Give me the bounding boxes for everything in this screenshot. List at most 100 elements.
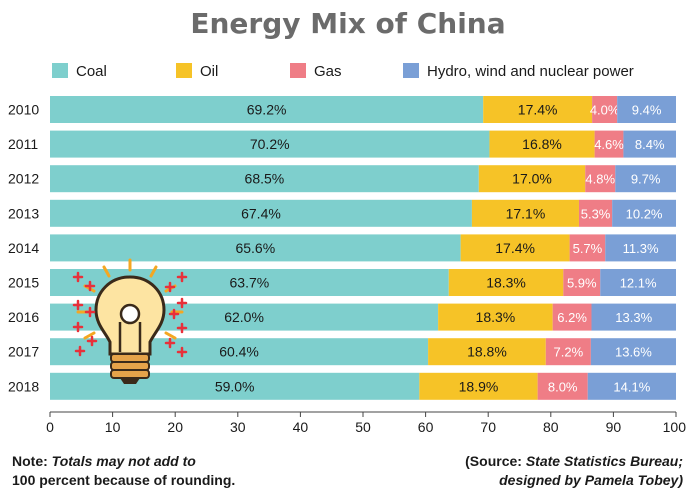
bar-coal-2014	[50, 234, 461, 262]
data-label-gas-2011: 4.6%	[594, 137, 624, 152]
x-tick-label-90: 90	[606, 419, 622, 435]
legend: Coal Oil Gas Hydro, wind and nuclear pow…	[52, 63, 634, 80]
bar-hydro-2015	[600, 269, 676, 296]
data-label-coal-2014: 65.6%	[235, 240, 275, 256]
data-label-oil-2011: 16.8%	[522, 136, 562, 152]
data-label-gas-2012: 4.8%	[585, 172, 615, 187]
legend-label-gas: Gas	[314, 63, 342, 80]
data-label-coal-2017: 60.4%	[219, 344, 259, 360]
bar-hydro-2010	[617, 96, 676, 123]
bar-gas-2015	[563, 269, 601, 296]
y-tick-label-2012: 2012	[8, 171, 39, 187]
bar-gas-2014	[569, 234, 606, 262]
data-label-hydro-2011: 8.4%	[635, 137, 665, 152]
data-label-hydro-2014: 11.3%	[623, 241, 659, 256]
data-label-coal-2010: 69.2%	[247, 102, 287, 118]
data-label-oil-2017: 18.8%	[467, 344, 507, 360]
bar-oil-2015	[448, 269, 564, 296]
bar-hydro-2016	[591, 303, 676, 331]
bar-hydro-2011	[623, 130, 676, 158]
bar-gas-2013	[578, 199, 613, 227]
bar-oil-2011	[489, 130, 595, 158]
data-label-hydro-2015: 12.1%	[620, 276, 657, 291]
bar-oil-2014	[460, 234, 570, 262]
bar-coal-2010	[50, 96, 484, 123]
bar-gas-2011	[594, 130, 624, 158]
legend-label-coal: Coal	[76, 63, 107, 80]
legend-label-hydro: Hydro, wind and nuclear power	[427, 63, 634, 80]
x-tick-label-0: 0	[46, 419, 54, 435]
legend-swatch-coal	[52, 63, 68, 78]
bar-gas-2018	[537, 372, 588, 400]
data-label-gas-2013: 5.3%	[581, 206, 611, 221]
data-label-hydro-2018: 14.1%	[613, 379, 650, 394]
data-label-oil-2014: 17.4%	[495, 240, 535, 256]
x-tick-label-40: 40	[293, 419, 309, 435]
data-label-oil-2016: 18.3%	[476, 309, 516, 325]
bars-group: 2010 69.2% 17.4% 4.0% 9.4% 2011 70.2% 16.8% 4.6%…	[8, 96, 676, 400]
x-tick-label-100: 100	[663, 419, 687, 435]
bar-gas-2012	[585, 165, 616, 193]
chart-title: Energy Mix of China	[190, 7, 505, 40]
bar-oil-2016	[438, 303, 553, 331]
bar-oil-2017	[428, 338, 546, 366]
bar-hydro-2014	[605, 234, 676, 262]
data-label-gas-2017: 7.2%	[554, 345, 584, 360]
data-label-coal-2012: 68.5%	[245, 171, 285, 187]
bar-hydro-2018	[587, 372, 676, 400]
bar-oil-2018	[419, 372, 538, 400]
data-label-oil-2015: 18.3%	[486, 275, 526, 291]
source-note: (Source: State Statistics Bureau; design…	[465, 453, 683, 488]
data-label-gas-2015: 5.9%	[567, 276, 597, 291]
legend-label-oil: Oil	[200, 63, 218, 80]
y-tick-label-2017: 2017	[8, 344, 39, 360]
data-label-oil-2010: 17.4%	[518, 102, 558, 118]
bar-oil-2010	[483, 96, 593, 123]
data-label-coal-2013: 67.4%	[241, 205, 281, 221]
data-label-gas-2018: 8.0%	[548, 379, 578, 394]
bar-coal-2011	[50, 130, 490, 158]
data-label-oil-2018: 18.9%	[459, 378, 499, 394]
bar-oil-2012	[478, 165, 586, 193]
data-label-gas-2016: 6.2%	[557, 310, 587, 325]
data-label-coal-2015: 63.7%	[230, 275, 270, 291]
bar-hydro-2017	[590, 338, 676, 366]
y-tick-label-2010: 2010	[8, 102, 39, 118]
bar-gas-2010	[592, 96, 618, 123]
y-tick-label-2011: 2011	[8, 136, 38, 152]
bar-oil-2013	[471, 199, 579, 227]
x-tick-label-50: 50	[355, 419, 371, 435]
data-label-hydro-2012: 9.7%	[631, 172, 661, 187]
bar-coal-2012	[50, 165, 479, 193]
y-tick-label-2018: 2018	[8, 378, 39, 394]
data-label-gas-2014: 5.7%	[573, 241, 603, 256]
legend-swatch-oil	[176, 63, 192, 78]
legend-swatch-gas	[290, 63, 306, 78]
bar-hydro-2012	[615, 165, 676, 193]
y-tick-label-2015: 2015	[8, 275, 39, 291]
x-tick-label-30: 30	[230, 419, 246, 435]
bar-hydro-2013	[612, 199, 676, 227]
data-label-coal-2018: 59.0%	[215, 378, 255, 394]
data-label-hydro-2013: 10.2%	[626, 206, 663, 221]
x-tick-label-10: 10	[105, 419, 121, 435]
bar-gas-2016	[552, 303, 592, 331]
x-tick-label-20: 20	[167, 419, 183, 435]
data-label-coal-2011: 70.2%	[250, 136, 290, 152]
x-axis: 0 10 20 30 40 50 60 70 80 90 100	[46, 411, 687, 435]
sparkle-plus-icon	[72, 271, 188, 358]
y-tick-label-2014: 2014	[8, 240, 39, 256]
data-label-hydro-2016: 13.3%	[615, 310, 652, 325]
rounding-note: Note: Totals may not add to 100 percent …	[12, 453, 236, 488]
y-tick-label-2016: 2016	[8, 309, 39, 325]
y-tick-label-2013: 2013	[8, 205, 39, 221]
data-label-hydro-2017: 13.6%	[615, 345, 652, 360]
data-label-coal-2016: 62.0%	[224, 309, 264, 325]
bar-gas-2017	[545, 338, 591, 366]
legend-swatch-hydro	[403, 63, 419, 78]
x-tick-label-70: 70	[480, 419, 496, 435]
bar-coal-2013	[50, 199, 472, 227]
data-label-gas-2010: 4.0%	[590, 103, 620, 118]
data-label-hydro-2010: 9.4%	[632, 103, 662, 118]
